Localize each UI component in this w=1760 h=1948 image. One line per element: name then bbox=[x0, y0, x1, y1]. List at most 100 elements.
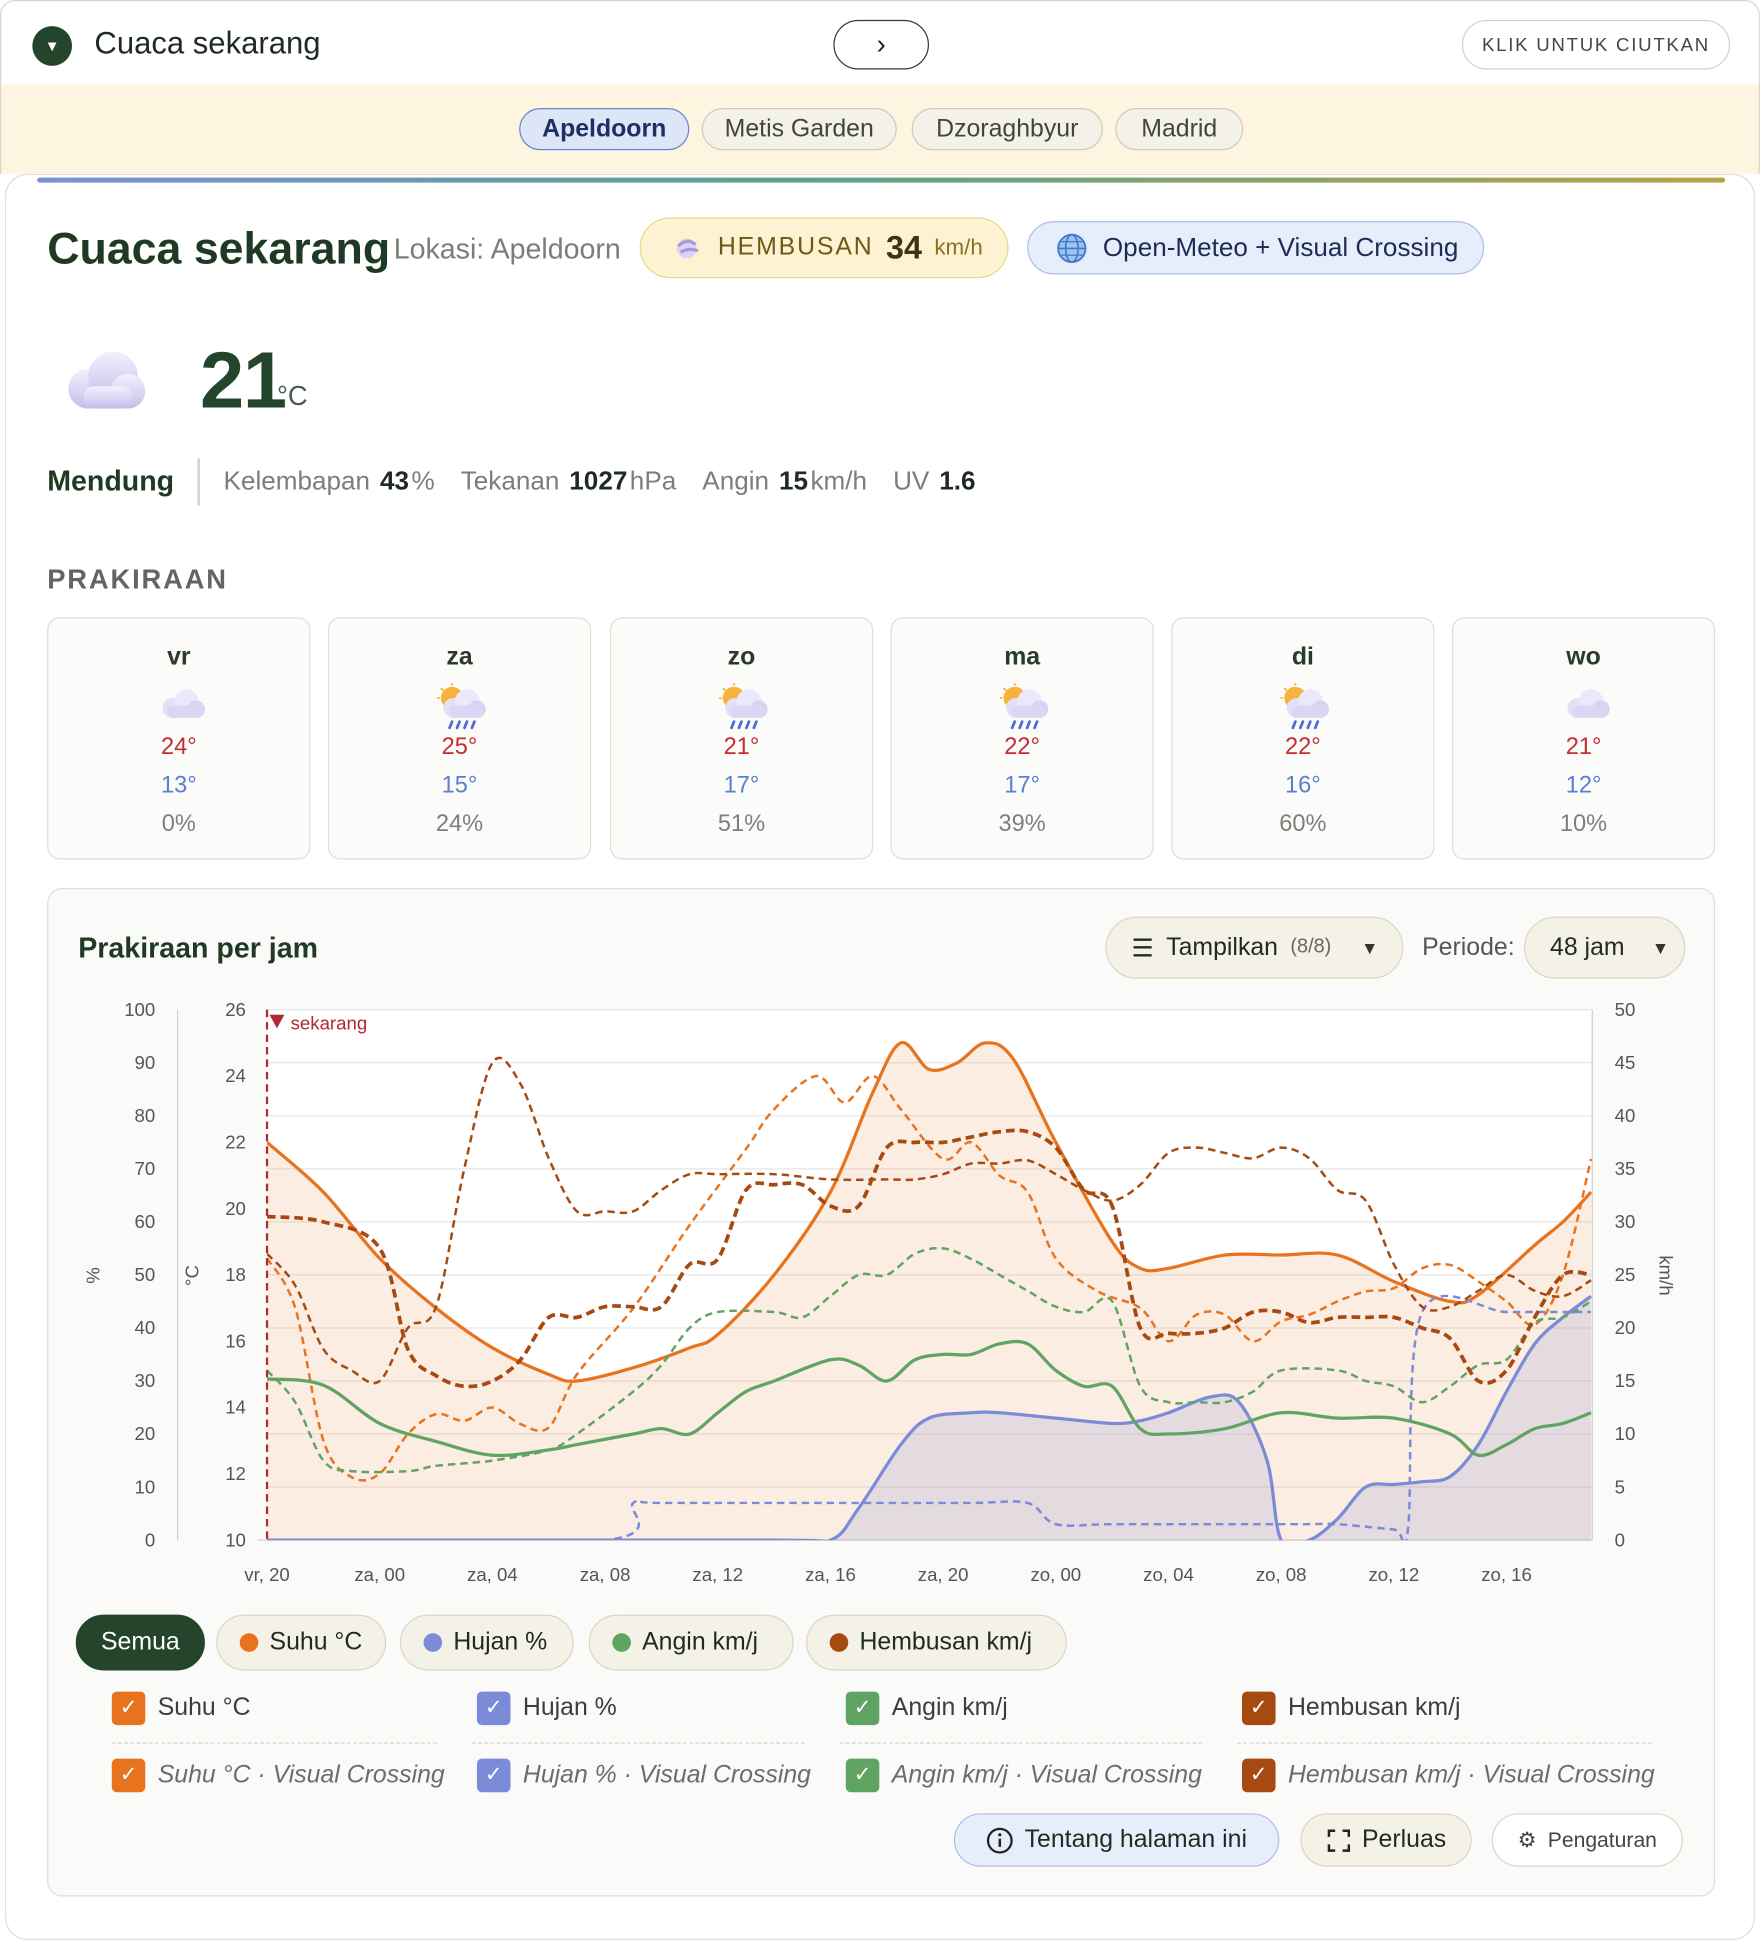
checkmark-icon: ✓ bbox=[111, 1690, 146, 1725]
gust-badge: HEMBUSAN 34 km/h bbox=[639, 217, 1009, 279]
series-checkbox[interactable]: ✓ Angin km/j bbox=[845, 1689, 1008, 1726]
about-label: Tentang halaman ini bbox=[1024, 1825, 1247, 1854]
page-title: Cuaca sekarang bbox=[47, 222, 391, 274]
forecast-low: 16° bbox=[1285, 772, 1321, 799]
forecast-day-name: wo bbox=[1566, 643, 1601, 671]
chip-label: Hujan % bbox=[453, 1628, 548, 1656]
checkmark-icon: ✓ bbox=[845, 1690, 880, 1725]
y-tick-temp: 12 bbox=[225, 1463, 246, 1484]
series-color-dot bbox=[612, 1633, 631, 1652]
location-tab-apeldoorn[interactable]: Apeldoorn bbox=[519, 108, 690, 151]
y-tick-temp: 22 bbox=[225, 1132, 246, 1153]
y-tick-wind: 10 bbox=[1615, 1423, 1636, 1444]
expand-icon bbox=[1327, 1828, 1350, 1852]
checkbox-label: Angin km/j bbox=[891, 1693, 1008, 1721]
shrink-button[interactable]: KLIK UNTUK CIUTKAN bbox=[1461, 19, 1731, 70]
series-color-dot bbox=[829, 1633, 849, 1652]
forecast-day-card[interactable]: di 22° 16° 60% bbox=[1171, 617, 1435, 860]
current-temperature-unit: °C bbox=[276, 380, 308, 412]
forecast-precip: 51% bbox=[717, 811, 766, 838]
settings-button[interactable]: ⚙ Pengaturan bbox=[1491, 1813, 1683, 1867]
hourly-chart[interactable]: 0102030405060708090100101214161820222426… bbox=[0, 0, 1760, 1615]
x-tick-label: zo, 12 bbox=[1369, 1564, 1420, 1585]
top-bar-title: Cuaca sekarang bbox=[94, 26, 321, 61]
source-badge[interactable]: Open-Meteo + Visual Crossing bbox=[1027, 221, 1485, 275]
y-tick-wind: 15 bbox=[1615, 1370, 1636, 1391]
checkbox-label: Angin km/j · Visual Crossing bbox=[891, 1760, 1202, 1788]
divider bbox=[111, 1742, 438, 1744]
x-tick-label: za, 08 bbox=[580, 1564, 631, 1585]
stat-pressure: Tekanan 1027 hPa bbox=[460, 466, 677, 496]
next-button[interactable]: › bbox=[833, 19, 930, 70]
filter-chip-all[interactable]: Semua bbox=[75, 1614, 205, 1671]
filter-chip[interactable]: Hujan % bbox=[399, 1614, 574, 1671]
forecast-high: 22° bbox=[1004, 734, 1041, 761]
forecast-day-card[interactable]: za 25° 15° 24% bbox=[327, 617, 592, 860]
forecast-day-card[interactable]: ma 22° 17° 39% bbox=[890, 617, 1154, 860]
checkmark-icon: ✓ bbox=[1242, 1758, 1276, 1792]
hourly-title: Prakiraan per jam bbox=[78, 931, 319, 964]
collapse-toggle-button[interactable]: ▼ bbox=[32, 26, 73, 66]
y-tick-wind: 40 bbox=[1615, 1105, 1636, 1126]
y-tick-pct: 10 bbox=[135, 1476, 156, 1497]
forecast-day-name: di bbox=[1291, 643, 1314, 671]
about-page-button[interactable]: Tentang halaman ini bbox=[953, 1813, 1280, 1867]
top-bar: ▼ Cuaca sekarang › KLIK UNTUK CIUTKAN bbox=[0, 0, 1760, 85]
series-line bbox=[267, 1294, 1592, 1541]
location-tab-dzoraghbyur[interactable]: Dzoraghbyur bbox=[911, 108, 1103, 151]
y-tick-temp: 26 bbox=[225, 999, 246, 1020]
forecast-low: 13° bbox=[160, 772, 197, 799]
checkbox-label: Hujan % · Visual Crossing bbox=[522, 1760, 811, 1788]
y-tick-wind: 35 bbox=[1615, 1158, 1636, 1179]
y-tick-pct: 90 bbox=[135, 1052, 156, 1073]
sun-rain-icon bbox=[437, 683, 486, 730]
globe-icon bbox=[1057, 233, 1087, 263]
y-tick-wind: 25 bbox=[1615, 1264, 1636, 1285]
triangle-down-icon: ▼ bbox=[44, 37, 60, 55]
filter-chip[interactable]: Hembusan km/j bbox=[806, 1614, 1067, 1671]
y-tick-temp: 18 bbox=[225, 1264, 246, 1285]
location-tab-metis-garden[interactable]: Metis Garden bbox=[701, 108, 897, 151]
series-line bbox=[267, 1246, 1592, 1474]
checkbox-label: Suhu °C · Visual Crossing bbox=[157, 1760, 445, 1788]
show-series-dropdown[interactable]: ☰ Tampilkan (8/8) ▼ bbox=[1105, 916, 1404, 979]
wind-swirl-icon bbox=[676, 237, 699, 258]
y-tick-pct: 60 bbox=[135, 1211, 156, 1232]
checkbox-label: Hujan % bbox=[522, 1693, 617, 1721]
series-color-dot bbox=[423, 1633, 443, 1652]
location-tab-madrid[interactable]: Madrid bbox=[1115, 108, 1244, 151]
x-tick-label: za, 20 bbox=[918, 1564, 969, 1585]
chip-label: Semua bbox=[100, 1628, 180, 1656]
forecast-day-card[interactable]: wo 21° 12° 10% bbox=[1451, 617, 1716, 860]
y-axis-label-temp: °C bbox=[182, 1265, 203, 1286]
forecast-high: 25° bbox=[441, 734, 478, 761]
y-tick-pct: 20 bbox=[135, 1423, 156, 1444]
expand-button[interactable]: Perluas bbox=[1300, 1813, 1472, 1867]
forecast-day-card[interactable]: vr 24° 13° 0% bbox=[47, 617, 311, 860]
y-tick-wind: 20 bbox=[1615, 1317, 1636, 1338]
forecast-high: 21° bbox=[723, 734, 760, 761]
filter-chip[interactable]: Angin km/j bbox=[588, 1614, 794, 1671]
filter-chip[interactable]: Suhu °C bbox=[216, 1614, 387, 1671]
checkmark-icon: ✓ bbox=[476, 1690, 511, 1725]
current-condition: Mendung bbox=[47, 464, 175, 497]
forecast-precip: 60% bbox=[1279, 811, 1327, 838]
checkmark-icon: ✓ bbox=[111, 1758, 146, 1792]
source-label: Open-Meteo + Visual Crossing bbox=[1102, 232, 1459, 262]
x-tick-label: za, 04 bbox=[467, 1564, 518, 1585]
series-checkbox[interactable]: ✓ Hembusan km/j · Visual Crossing bbox=[1242, 1756, 1655, 1793]
series-checkbox[interactable]: ✓ Suhu °C · Visual Crossing bbox=[111, 1756, 445, 1793]
period-select[interactable]: 48 jam ▼ bbox=[1523, 916, 1686, 979]
series-checkbox[interactable]: ✓ Hujan % bbox=[476, 1689, 617, 1726]
series-checkbox[interactable]: ✓ Hujan % · Visual Crossing bbox=[476, 1756, 811, 1793]
series-checkbox[interactable]: ✓ Hembusan km/j bbox=[1242, 1689, 1461, 1726]
cloud-icon bbox=[162, 689, 205, 718]
forecast-low: 12° bbox=[1565, 772, 1602, 799]
forecast-day-card[interactable]: zo 21° 17° 51% bbox=[609, 617, 874, 860]
y-tick-temp: 24 bbox=[225, 1065, 246, 1086]
series-checkbox[interactable]: ✓ Suhu °C bbox=[111, 1689, 251, 1726]
x-tick-label: za, 12 bbox=[692, 1564, 743, 1585]
y-tick-wind: 30 bbox=[1615, 1211, 1636, 1232]
cloud-icon bbox=[1567, 689, 1610, 718]
series-checkbox[interactable]: ✓ Angin km/j · Visual Crossing bbox=[845, 1756, 1202, 1793]
